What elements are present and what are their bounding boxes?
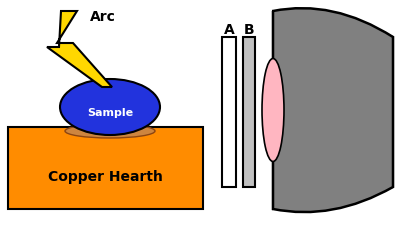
Ellipse shape xyxy=(262,59,284,162)
Ellipse shape xyxy=(60,80,160,135)
Text: Arc: Arc xyxy=(90,10,116,24)
Text: B: B xyxy=(244,23,254,37)
Bar xyxy=(222,38,236,187)
Bar xyxy=(243,38,255,187)
Polygon shape xyxy=(47,12,112,88)
Text: A: A xyxy=(224,23,234,37)
Bar xyxy=(8,127,203,209)
Polygon shape xyxy=(273,12,393,209)
Text: Sample: Sample xyxy=(87,108,133,117)
Ellipse shape xyxy=(65,124,155,138)
Text: IR Camera: IR Camera xyxy=(298,104,379,117)
Text: Copper Hearth: Copper Hearth xyxy=(48,169,163,183)
PathPatch shape xyxy=(273,9,393,212)
